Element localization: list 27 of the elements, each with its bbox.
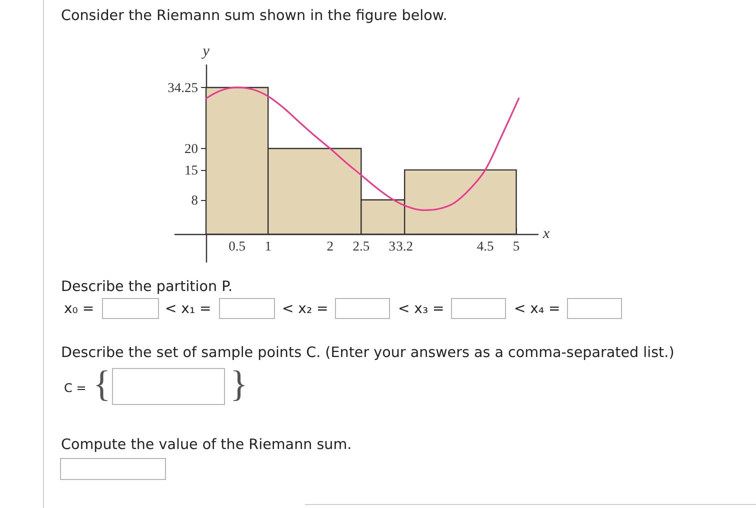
text: { — [93, 364, 111, 405]
x-tick-label: 3.2 — [396, 238, 414, 254]
text: < x₄ = — [514, 300, 560, 318]
y-tick-label: 15 — [184, 162, 198, 178]
text: < x₁ = — [165, 300, 212, 318]
x-tick-label: 4.5 — [476, 238, 494, 254]
x-tick-label: 1 — [264, 238, 272, 254]
text: < x₃ = — [398, 300, 444, 318]
y-tick-label: 20 — [184, 141, 198, 156]
y-tick-label: 34.25 — [168, 80, 198, 95]
text: x₀ = — [64, 300, 94, 318]
x-tick-label: 2 — [326, 238, 334, 254]
x-axis-title: x — [542, 226, 550, 242]
text: Describe the set of sample points C. (Enter your answers as a comma-separated list.) — [61, 344, 674, 362]
x-tick-label: 2.5 — [352, 238, 370, 254]
x-tick-label: 3 — [388, 238, 396, 254]
line-series — [205, 86, 520, 211]
x-tick-label: 5 — [512, 238, 520, 254]
text: } — [230, 364, 248, 405]
text: C = — [64, 380, 86, 397]
chart-title: Consider the Riemann sum shown in the figure below. — [61, 8, 448, 25]
y-tick-label: 8 — [191, 192, 198, 208]
text: Describe the partition P. — [61, 278, 233, 296]
y-axis-title: y — [200, 44, 210, 60]
text: < x₂ = — [282, 300, 328, 318]
text: Compute the value of the Riemann sum. — [61, 436, 352, 454]
x-tick-label: 0.5 — [228, 238, 246, 254]
